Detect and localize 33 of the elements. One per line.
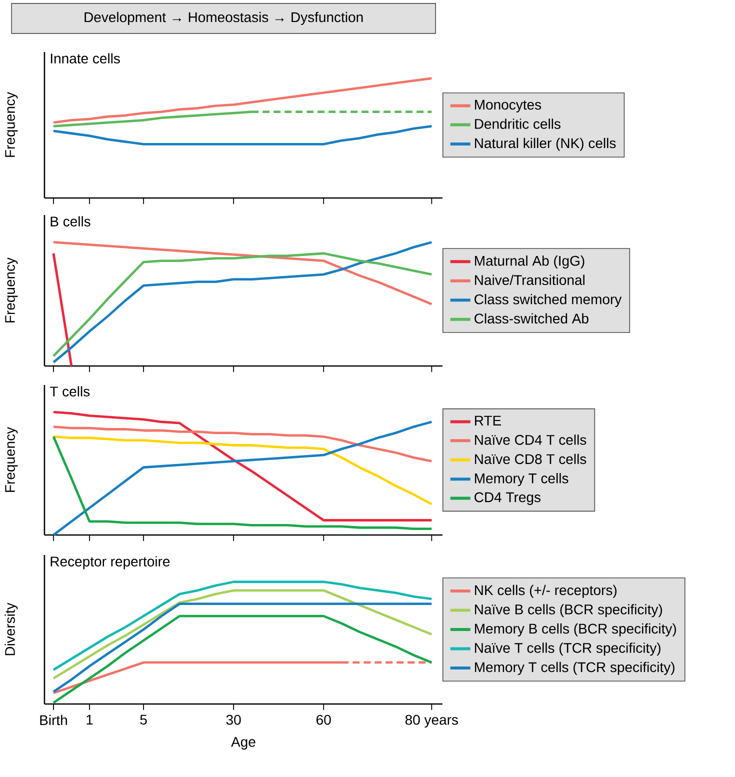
legend-label: Monocytes [474,100,541,112]
legend-label: Naïve CD4 T cells [474,434,586,445]
x-tick-label: 30 [226,714,241,725]
legend-label: Naive/Transitional [474,274,584,286]
legend-label: Memory T cells [474,473,568,486]
chart-title: Innate cells [50,53,120,64]
chart-title: B cells [50,216,90,226]
legend-label: Class switched memory [474,294,622,308]
legend-label: NK cells (+/- receptors) [474,584,616,598]
y-axis-title: Diversity [4,602,18,656]
legend-label: CD4 Tregs [474,492,540,505]
y-axis-title: Frequency [4,257,18,322]
chart-title: Receptor repertoire [50,556,170,570]
x-tick-label: 60 [316,714,331,725]
legend-label: Memory B cells (BCR specificity) [474,623,676,636]
y-axis-title: Frequency [4,92,18,157]
chart-title: T cells [50,386,90,396]
legend-label: Class-switched Ab [474,313,588,324]
legend-label: Memory T cells (TCR specificity) [474,662,674,675]
legend-label: Naïve B cells (BCR specificity) [474,604,662,618]
x-tick-label: Birth [40,714,67,726]
legend-label: Natural killer (NK) cells [474,138,616,151]
legend-label: Naïve T cells (TCR specificity) [474,642,660,656]
text: Development → Homeostasis → Dysfunction [84,12,362,25]
x-tick-label: 80 years [405,714,458,728]
x-axis-title: Age [230,737,256,750]
legend-label: Naïve CD8 T cells [474,454,586,464]
y-axis-title: Frequency [4,426,18,492]
legend-label: Maturnal Ab (IgG) [474,256,584,269]
legend-label: Dendritic cells [474,118,560,129]
legend-label: RTE [474,416,501,426]
x-tick-label: 5 [140,714,147,725]
x-tick-label: 1 [86,714,92,724]
